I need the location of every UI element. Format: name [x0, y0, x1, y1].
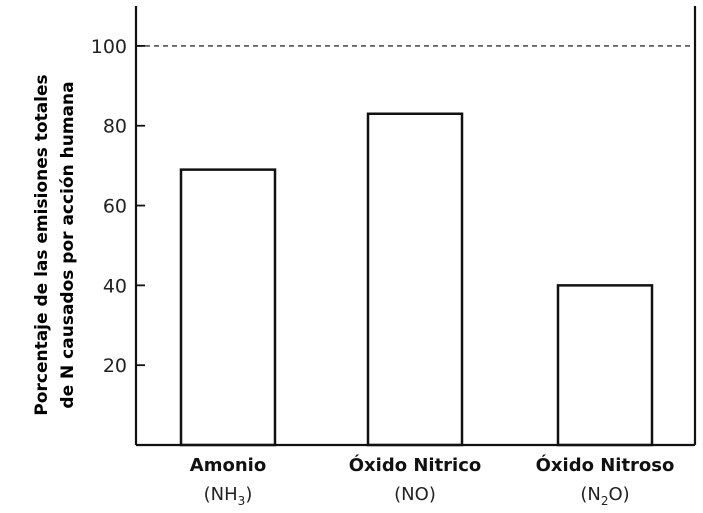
- bar-3: [556, 284, 654, 447]
- y-tick-label-60: 60: [103, 196, 127, 218]
- bar-2: [366, 112, 464, 447]
- y-tick-label-40: 40: [103, 275, 127, 297]
- y-tick-label-20: 20: [103, 355, 127, 377]
- x-category-label-1: Amonio: [190, 455, 266, 476]
- y-tick-label-80: 80: [103, 116, 127, 138]
- x-category-label-2: Óxido Nitrico: [349, 454, 482, 476]
- bar-1: [179, 168, 277, 447]
- x-category-formula-2: (NO): [394, 484, 436, 505]
- y-axis-title: Porcentaje de las emisiones totales de N…: [32, 74, 78, 415]
- x-category-formula-1: (NH3): [204, 484, 253, 508]
- y-axis-title-line-1: Porcentaje de las emisiones totales: [32, 74, 52, 415]
- x-category-label-3: Óxido Nitroso: [536, 454, 675, 476]
- y-axis-title-line-2: de N causados por acción humana: [58, 81, 78, 408]
- y-tick-label-100: 100: [91, 36, 127, 58]
- x-category-formula-3: (N2O): [580, 484, 629, 508]
